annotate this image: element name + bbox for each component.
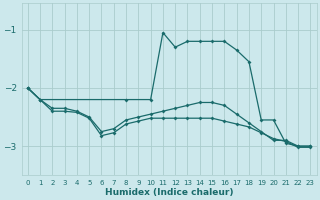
X-axis label: Humidex (Indice chaleur): Humidex (Indice chaleur): [105, 188, 233, 197]
